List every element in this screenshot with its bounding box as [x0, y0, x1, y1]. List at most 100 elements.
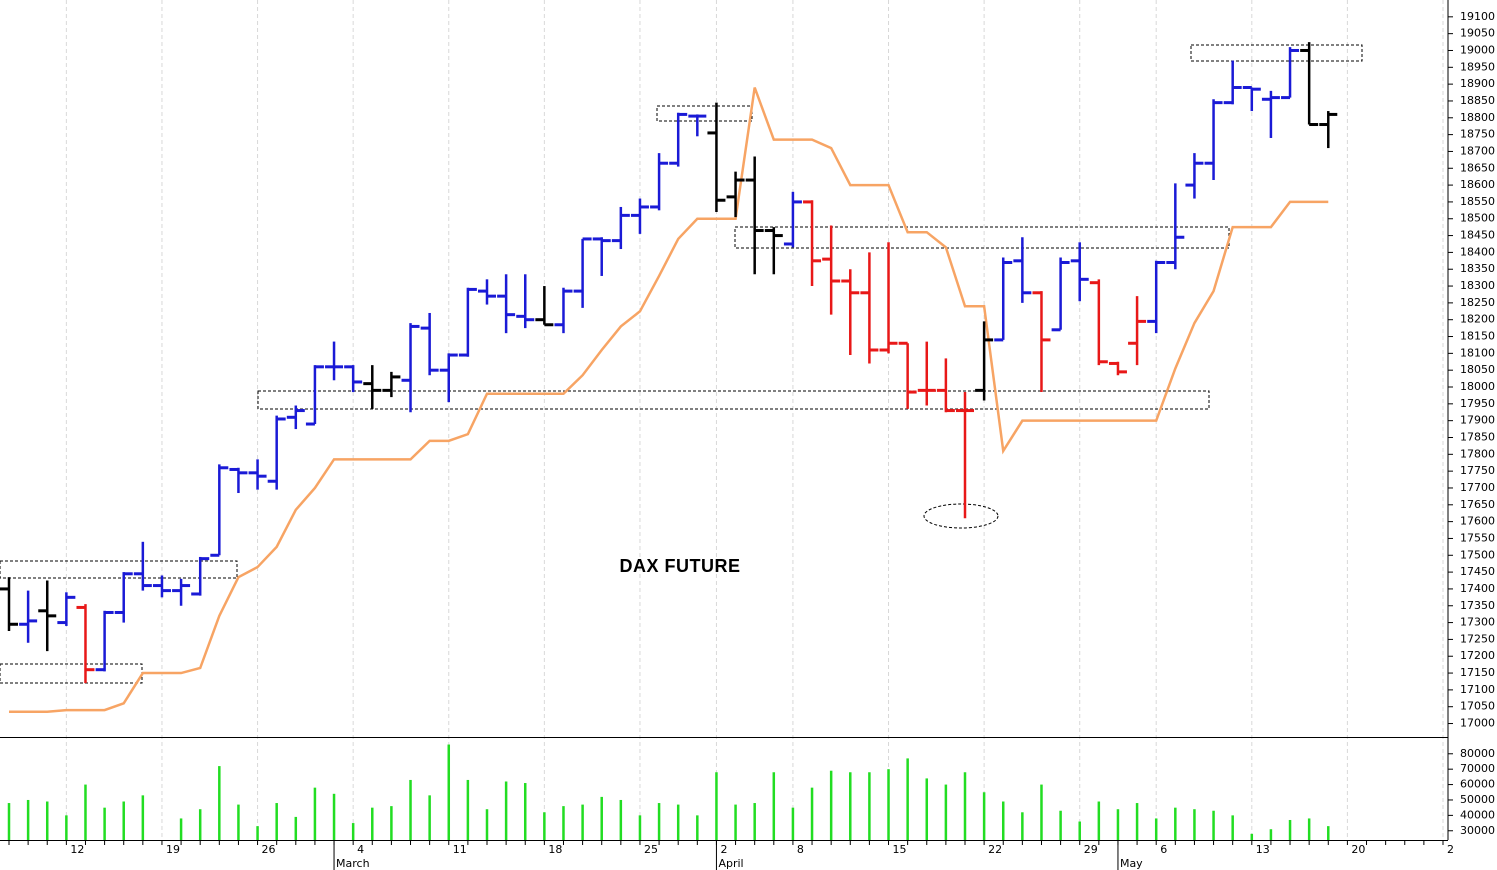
volume-bar	[409, 779, 412, 840]
annotation-box	[1190, 44, 1363, 62]
volume-tick-label: 70000	[1460, 762, 1495, 775]
volume-bar	[141, 795, 145, 840]
volume-bar	[7, 803, 11, 840]
month-label: March	[336, 857, 370, 870]
volume-bar	[1059, 810, 1062, 840]
y-tick-label: 18650	[1460, 161, 1495, 174]
volume-bar	[1116, 809, 1120, 840]
month-label: May	[1120, 857, 1143, 870]
x-tick-label: 15	[893, 843, 907, 856]
y-tick-label: 17350	[1460, 599, 1495, 612]
volume-bar	[676, 804, 680, 840]
volume-bar	[1001, 801, 1005, 840]
chart-title: DAX FUTURE	[620, 556, 741, 576]
y-tick-label: 18150	[1460, 330, 1495, 343]
volume-bar	[390, 806, 393, 840]
volume-bar	[1193, 809, 1196, 840]
volume-bar	[294, 816, 298, 840]
volume-bar	[1269, 829, 1273, 840]
y-tick-label: 18850	[1460, 94, 1495, 107]
y-tick-label: 17650	[1460, 498, 1495, 511]
y-tick-label: 17600	[1460, 515, 1495, 528]
volume-bar	[849, 772, 852, 840]
volume-bar	[1174, 807, 1177, 840]
volume-tick-label: 40000	[1460, 808, 1495, 821]
y-tick-label: 17100	[1460, 683, 1495, 696]
volume-bar	[638, 815, 642, 840]
volume-bar	[523, 783, 527, 840]
volume-bar	[1307, 818, 1311, 840]
volume-tick-label: 50000	[1460, 793, 1495, 806]
x-tick-label: 4	[357, 843, 364, 856]
stop-line	[9, 87, 1329, 714]
y-tick-label: 17300	[1460, 616, 1495, 629]
volume-bar	[1231, 815, 1234, 840]
annotation-ellipse	[923, 503, 999, 529]
volume-tick-label: 60000	[1460, 778, 1495, 791]
y-tick-label: 17000	[1460, 717, 1495, 730]
y-tick-label: 17400	[1460, 582, 1495, 595]
volume-bar	[1040, 784, 1043, 840]
volume-bar	[600, 796, 603, 840]
y-tick-label: 17550	[1460, 531, 1495, 544]
x-tick-label: 8	[797, 843, 804, 856]
volume-bar	[1288, 819, 1292, 840]
x-tick-label: 25	[644, 843, 658, 856]
y-tick-label: 19000	[1460, 43, 1495, 56]
volume-bar	[1154, 818, 1158, 840]
volume-bar	[581, 804, 584, 840]
x-tick-label: 6	[1160, 843, 1167, 856]
volume-bar	[218, 766, 221, 840]
volume-bar	[791, 807, 795, 840]
y-tick-label: 18750	[1460, 128, 1495, 141]
volume-bar	[26, 799, 30, 840]
volume-bar	[65, 815, 68, 840]
volume-bar	[428, 795, 431, 840]
annotation-box	[734, 226, 1230, 249]
volume-bar	[84, 784, 87, 840]
volume-bar	[1327, 826, 1330, 840]
volume-bar	[371, 807, 374, 840]
volume-bar	[982, 792, 986, 840]
volume-bar	[810, 787, 814, 840]
y-tick-label: 18700	[1460, 144, 1495, 157]
y-tick-label: 18000	[1460, 380, 1495, 393]
volume-bar	[1250, 833, 1254, 840]
x-tick-label: 20	[1351, 843, 1365, 856]
volume-tick-label: 30000	[1460, 824, 1495, 837]
volume-bar	[122, 801, 125, 840]
volume-bar	[925, 778, 929, 840]
x-tick-label: 29	[1084, 843, 1098, 856]
y-tick-label: 18500	[1460, 212, 1495, 225]
volume-bar	[944, 784, 948, 840]
y-tick-label: 17250	[1460, 632, 1495, 645]
y-tick-label: 18300	[1460, 279, 1495, 292]
volume-bar	[275, 803, 278, 840]
volume-bar	[1097, 801, 1101, 840]
annotation-box	[257, 390, 1210, 410]
y-tick-label: 17750	[1460, 464, 1495, 477]
volume-bar	[485, 809, 489, 840]
y-tick-label: 18200	[1460, 313, 1495, 326]
y-tick-label: 17850	[1460, 430, 1495, 443]
volume-bar	[466, 779, 470, 840]
annotation-box	[0, 560, 238, 579]
x-tick-label: 26	[262, 843, 276, 856]
y-tick-label: 17900	[1460, 414, 1495, 427]
volume-bar	[45, 801, 49, 840]
y-tick-label: 18900	[1460, 77, 1495, 90]
y-tick-label: 18950	[1460, 60, 1495, 73]
volume-bar	[1078, 821, 1081, 840]
volume-bar	[1021, 812, 1024, 840]
volume-bar	[313, 787, 317, 840]
y-tick-label: 19050	[1460, 27, 1495, 40]
volume-bar	[198, 809, 202, 840]
volume-bar	[753, 803, 756, 840]
volume-bar	[829, 770, 833, 840]
volume-bar	[1212, 810, 1215, 840]
y-tick-label: 18050	[1460, 363, 1495, 376]
y-tick-label: 18450	[1460, 229, 1495, 242]
volume-bar	[887, 769, 890, 840]
